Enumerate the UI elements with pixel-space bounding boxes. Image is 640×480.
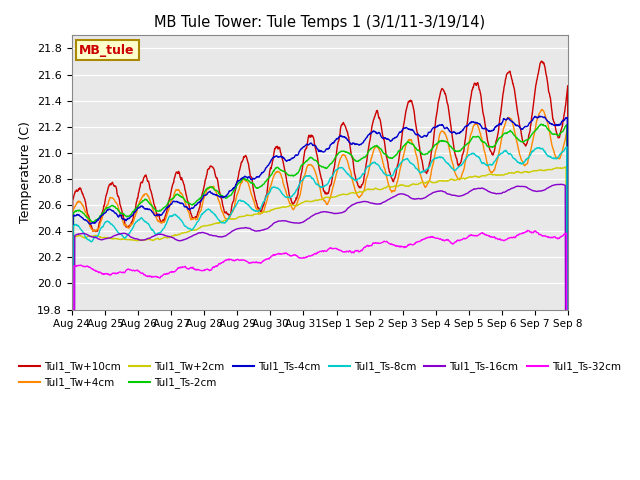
Line: Tul1_Tw+2cm: Tul1_Tw+2cm [72, 167, 568, 480]
Tul1_Ts-16cm [284, 218, 291, 224]
Tul1_Ts-4cm [236, 178, 243, 183]
Tul1_Ts-8cm [134, 217, 141, 223]
Tul1_Tw+2cm [152, 236, 159, 242]
Tul1_Tw+10cm [339, 120, 347, 126]
Tul1_Ts-32cm [339, 249, 347, 255]
Tul1_Tw+4cm [538, 107, 546, 112]
Tul1_Ts-32cm [152, 274, 159, 279]
Tul1_Tw+4cm [152, 212, 159, 218]
Line: Tul1_Ts-16cm: Tul1_Ts-16cm [72, 184, 568, 480]
Tul1_Ts-16cm [152, 232, 159, 238]
Tul1_Ts-2cm [329, 159, 337, 165]
Tul1_Ts-16cm [236, 226, 243, 231]
Tul1_Ts-4cm [339, 134, 347, 140]
Tul1_Ts-16cm [134, 236, 141, 242]
Tul1_Ts-32cm [134, 267, 141, 273]
Legend: Tul1_Tw+10cm, Tul1_Tw+4cm, Tul1_Tw+2cm, Tul1_Ts-2cm, Tul1_Ts-4cm, Tul1_Ts-8cm, T: Tul1_Tw+10cm, Tul1_Tw+4cm, Tul1_Tw+2cm, … [15, 357, 625, 393]
Tul1_Ts-2cm [134, 204, 141, 209]
Text: MB_tule: MB_tule [79, 44, 135, 57]
Tul1_Ts-8cm [563, 144, 571, 150]
Tul1_Ts-4cm [284, 158, 291, 164]
Tul1_Ts-32cm [236, 257, 243, 263]
Tul1_Ts-8cm [339, 166, 347, 171]
Tul1_Tw+2cm [134, 238, 141, 243]
Tul1_Ts-8cm [284, 194, 291, 200]
Title: MB Tule Tower: Tule Temps 1 (3/1/11-3/19/14): MB Tule Tower: Tule Temps 1 (3/1/11-3/19… [154, 15, 486, 30]
Tul1_Ts-4cm [134, 205, 141, 211]
Line: Tul1_Ts-4cm: Tul1_Ts-4cm [72, 116, 568, 480]
Tul1_Ts-4cm [152, 213, 159, 219]
Line: Tul1_Tw+4cm: Tul1_Tw+4cm [72, 109, 568, 480]
Tul1_Tw+10cm [329, 172, 337, 178]
Tul1_Ts-32cm [524, 228, 531, 233]
Tul1_Tw+4cm [329, 186, 337, 192]
Line: Tul1_Ts-8cm: Tul1_Ts-8cm [72, 147, 568, 480]
Tul1_Ts-8cm [329, 173, 337, 179]
Tul1_Tw+2cm [339, 192, 347, 197]
Tul1_Ts-4cm [329, 141, 337, 146]
Tul1_Ts-2cm [152, 207, 159, 213]
Tul1_Tw+10cm [134, 195, 141, 201]
Tul1_Ts-32cm [284, 251, 291, 256]
Tul1_Tw+4cm [236, 187, 243, 192]
Tul1_Ts-16cm [557, 181, 564, 187]
Tul1_Ts-2cm [538, 121, 545, 127]
Tul1_Tw+2cm [284, 204, 291, 209]
Tul1_Ts-16cm [329, 210, 337, 216]
Tul1_Tw+4cm [339, 152, 347, 157]
Tul1_Tw+10cm [284, 180, 291, 185]
Tul1_Tw+10cm [152, 204, 159, 210]
Tul1_Ts-4cm [535, 113, 543, 119]
Tul1_Ts-32cm [329, 246, 337, 252]
Tul1_Tw+2cm [562, 164, 570, 170]
Tul1_Tw+4cm [284, 192, 291, 198]
Tul1_Ts-16cm [339, 209, 347, 215]
Tul1_Tw+2cm [236, 214, 243, 220]
Tul1_Ts-8cm [236, 197, 243, 203]
Tul1_Ts-2cm [339, 148, 347, 154]
Line: Tul1_Tw+10cm: Tul1_Tw+10cm [72, 61, 568, 480]
Tul1_Tw+10cm [236, 168, 243, 174]
Tul1_Tw+4cm [134, 204, 141, 210]
Tul1_Ts-8cm [152, 232, 159, 238]
Tul1_Tw+2cm [329, 194, 337, 200]
Y-axis label: Temperature (C): Temperature (C) [19, 121, 32, 223]
Tul1_Tw+10cm [538, 58, 545, 64]
Tul1_Ts-2cm [284, 171, 291, 177]
Line: Tul1_Ts-2cm: Tul1_Ts-2cm [72, 124, 568, 480]
Tul1_Ts-2cm [236, 180, 243, 186]
Line: Tul1_Ts-32cm: Tul1_Ts-32cm [72, 230, 568, 480]
